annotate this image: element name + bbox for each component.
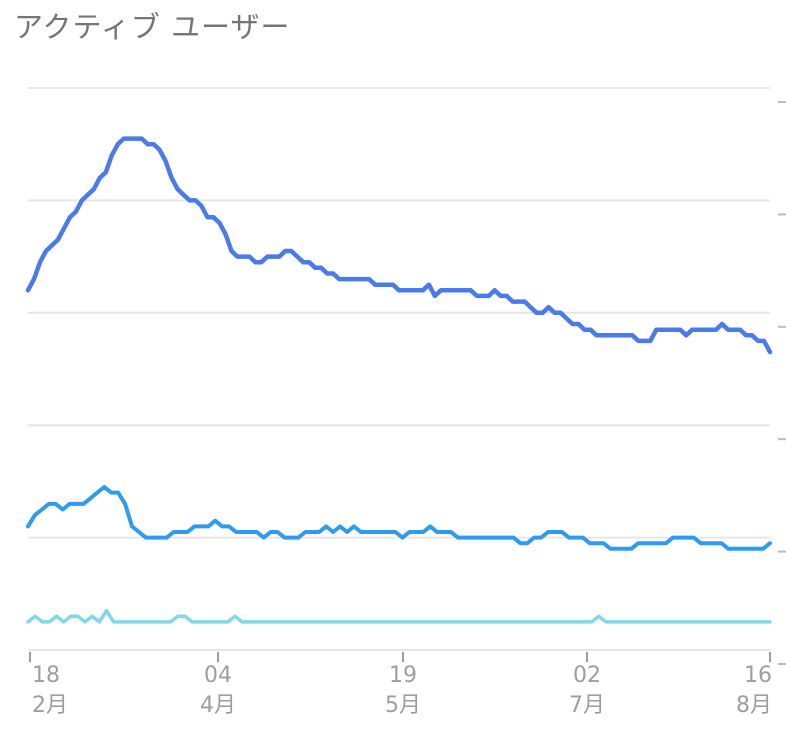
x-tick-month: 2月 [32,693,68,718]
x-tick-day: 18 [32,663,60,688]
x-tick-day: 04 [204,663,232,688]
chart-title: アクティブ ユーザー [14,10,291,44]
x-tick-month: 4月 [200,693,236,718]
x-tick-day: 02 [573,663,601,688]
x-tick-month: 8月 [736,693,772,718]
series-line-3 [26,608,772,624]
gridlines [28,87,770,651]
series-lines [25,136,773,624]
x-tick-month: 5月 [385,693,421,718]
x-tick-month: 7月 [569,693,605,718]
series-line-2 [26,485,772,551]
y-tick-marks [778,101,786,665]
x-tick-day: 19 [389,663,417,688]
x-axis: 18 2月 04 4月 19 5月 02 7月 16 8月 [29,652,772,718]
series-line-1 [25,136,773,355]
x-tick-day: 16 [744,663,772,688]
